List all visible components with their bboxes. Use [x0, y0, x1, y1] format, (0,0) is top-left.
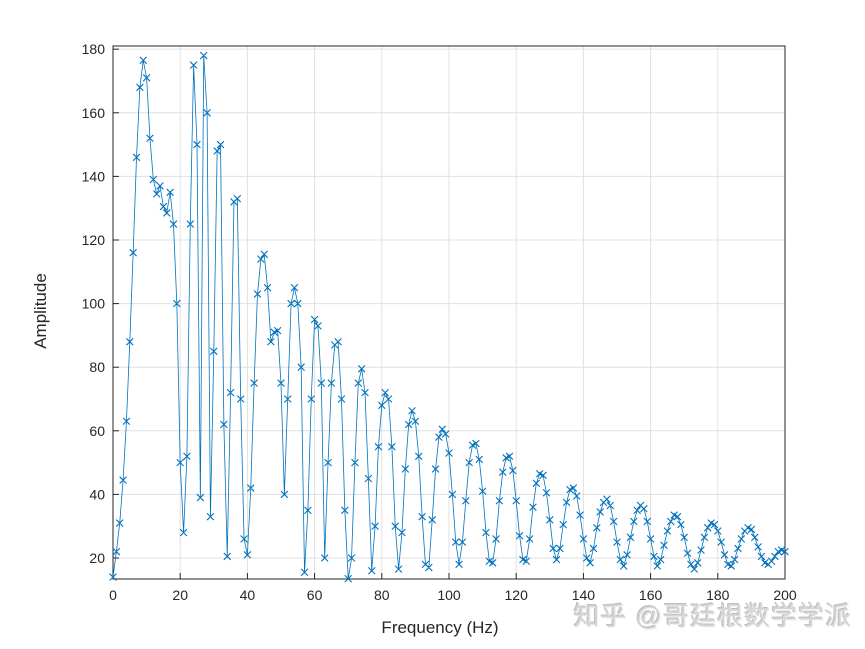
x-tick-label: 140	[572, 587, 596, 603]
y-tick-label: 20	[89, 550, 105, 566]
series-markers	[109, 51, 789, 583]
x-tick-label: 160	[639, 587, 663, 603]
y-tick-label: 80	[89, 359, 105, 375]
watermark-text: 知乎 @哥廷根数学学派	[573, 601, 852, 631]
x-tick-label: 180	[706, 587, 730, 603]
y-axis-label: Amplitude	[31, 273, 50, 349]
y-tick-label: 180	[82, 41, 106, 57]
x-tick-label: 20	[172, 587, 188, 603]
x-tick-label: 120	[505, 587, 529, 603]
y-tick-label: 120	[82, 232, 106, 248]
x-tick-label: 200	[773, 587, 797, 603]
x-tick-label: 80	[374, 587, 390, 603]
x-tick-label: 0	[109, 587, 117, 603]
y-tick-label: 40	[89, 486, 105, 502]
x-axis-label: Frequency (Hz)	[381, 618, 499, 637]
y-tick-label: 160	[82, 105, 106, 121]
y-tick-label: 100	[82, 296, 106, 312]
x-tick-label: 60	[307, 587, 323, 603]
x-tick-label: 40	[240, 587, 256, 603]
y-tick-label: 140	[82, 168, 106, 184]
y-tick-label: 60	[89, 423, 105, 439]
x-tick-label: 100	[437, 587, 461, 603]
